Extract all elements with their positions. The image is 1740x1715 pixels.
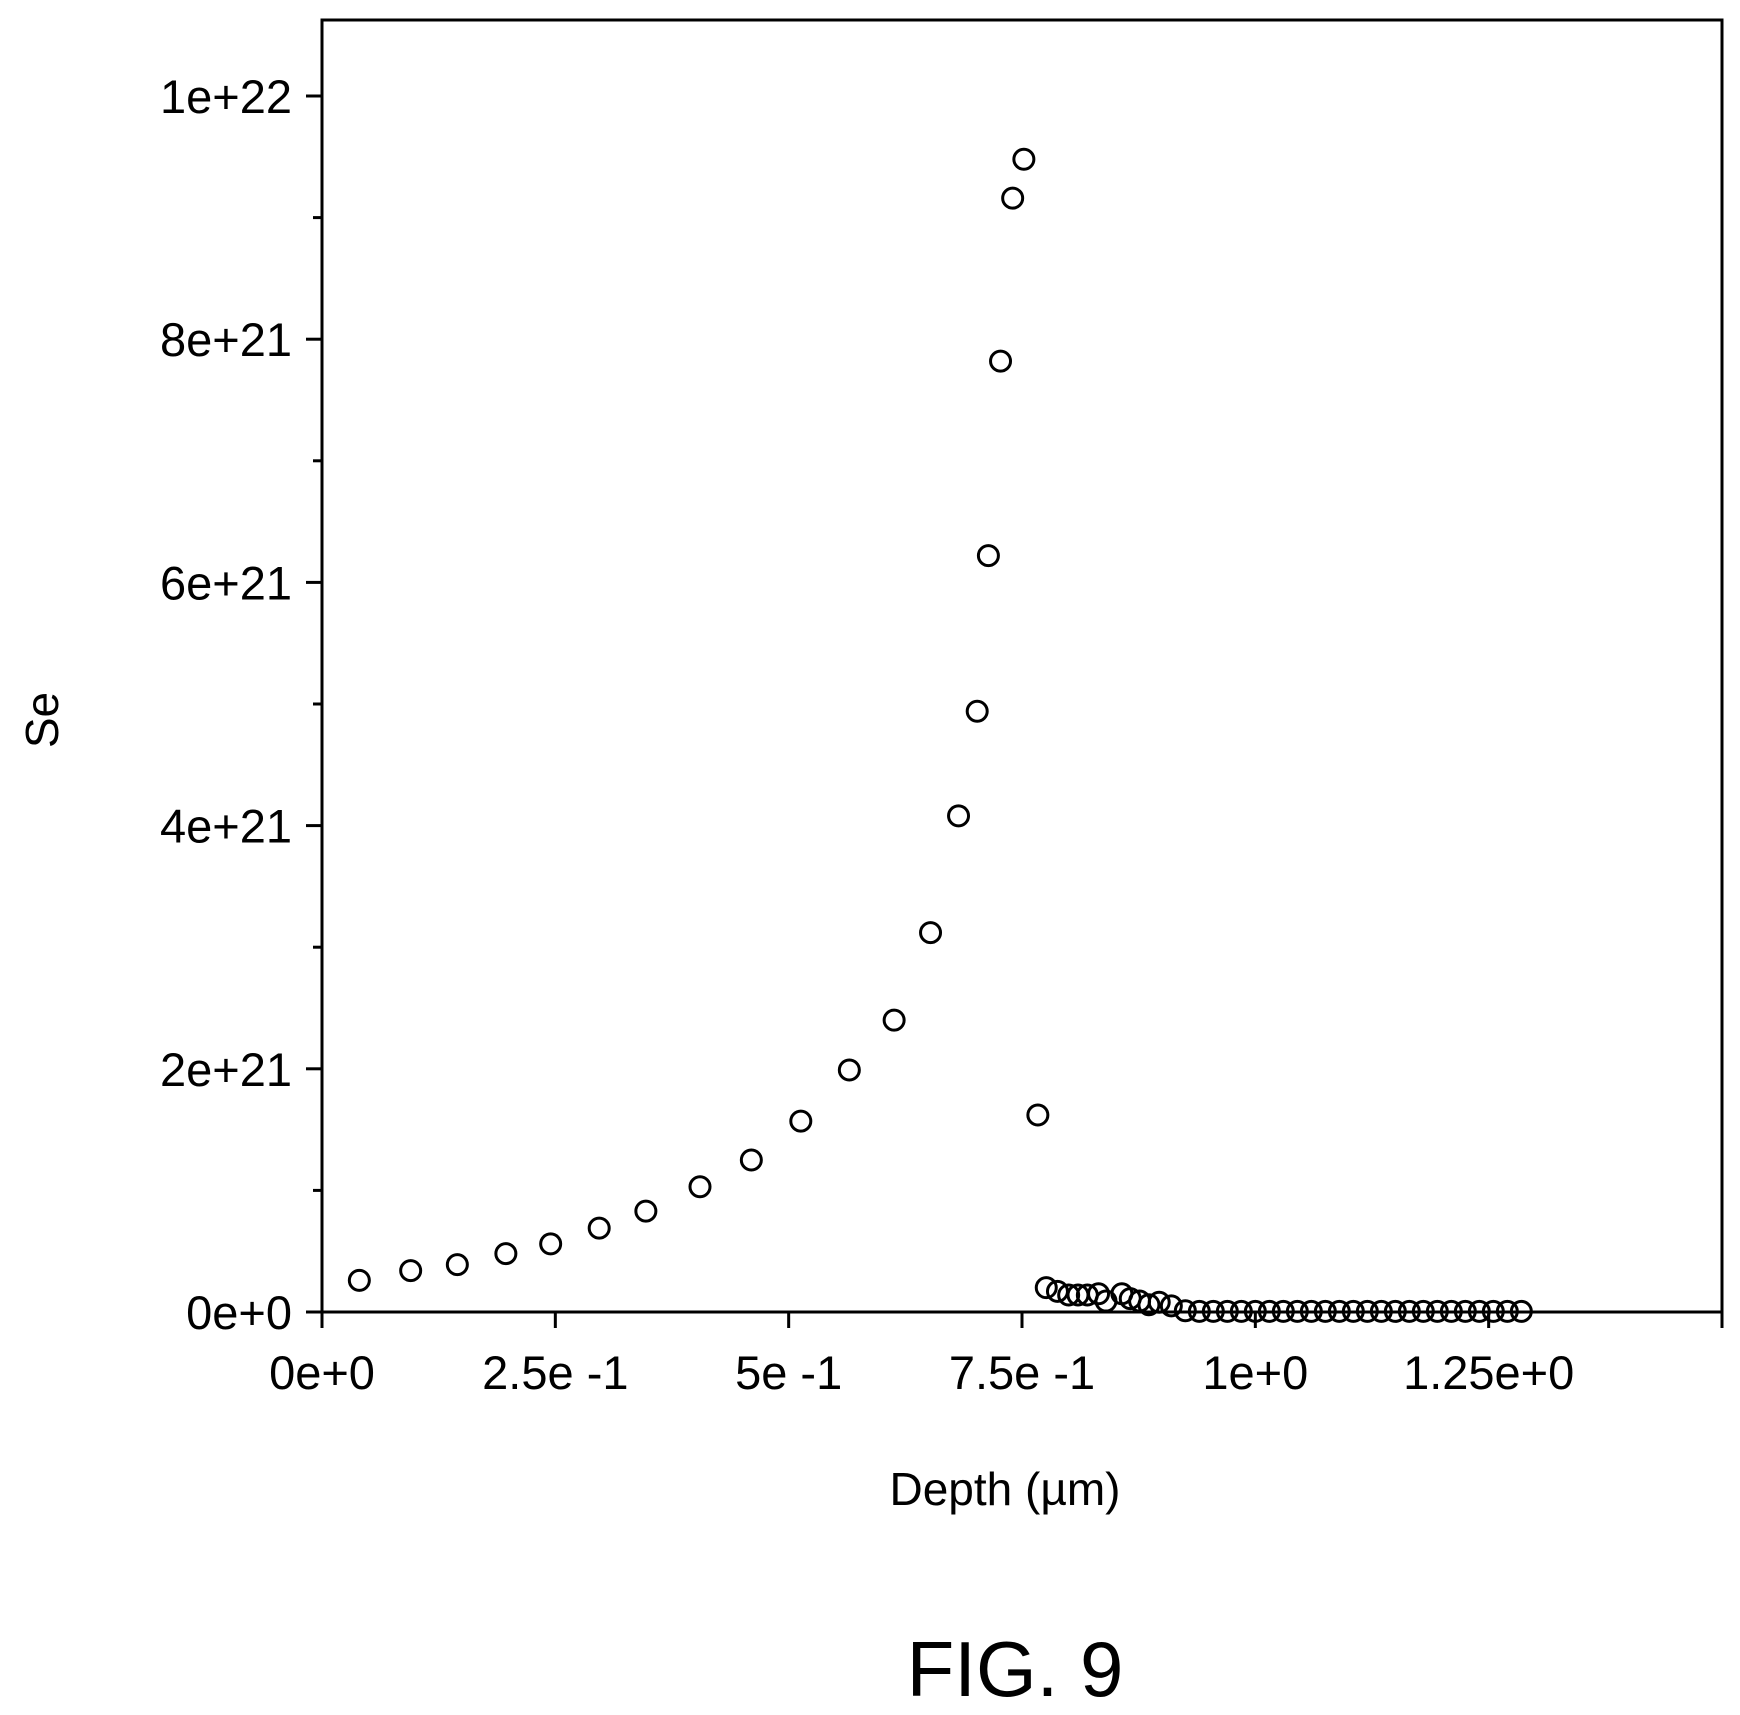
data-point [1411,1299,1435,1323]
data-point [587,1216,611,1240]
data-point [739,1148,763,1172]
data-point [634,1199,658,1223]
data-point [1087,1282,1111,1306]
data-point [1187,1299,1211,1323]
figure-caption: FIG. 9 [907,1625,1124,1713]
data-point [1147,1290,1171,1314]
data-point [445,1253,469,1277]
data-point [1243,1299,1267,1323]
y-tick-label: 0e+0 [186,1286,292,1339]
x-tick-label: 5e -1 [735,1346,842,1399]
data-point [1001,186,1025,210]
data-point [1034,1276,1058,1300]
data-point [494,1242,518,1266]
data-point [1299,1299,1323,1323]
data-point [1341,1299,1365,1323]
data-point [789,1109,813,1133]
data-point [1383,1299,1407,1323]
data-point [1257,1299,1281,1323]
data-point [688,1175,712,1199]
data-point [1467,1299,1491,1323]
x-tick-label: 2.5e -1 [482,1346,628,1399]
y-tick-label: 2e+21 [160,1043,292,1096]
data-point [1229,1299,1253,1323]
y-tick-label: 1e+22 [160,70,292,123]
data-point [1355,1299,1379,1323]
data-point [1397,1299,1421,1323]
data-point [1327,1299,1351,1323]
data-point [1509,1299,1533,1323]
data-point [399,1259,423,1283]
data-point [989,349,1013,373]
x-axis: 0e+0 2.5e -1 5e -1 7.5e -1 1e+0 1.25e+0 [269,1312,1724,1399]
data-point [882,1008,906,1032]
data-point [1271,1299,1295,1323]
data-point [1137,1293,1161,1317]
data-point [1215,1299,1239,1323]
data-point [347,1268,371,1292]
y-axis-title: Se [16,692,68,748]
data-point [539,1232,563,1256]
data-point [1495,1299,1519,1323]
x-tick-label: 1.25e+0 [1403,1346,1574,1399]
data-point [1159,1294,1183,1318]
x-tick-label: 1e+0 [1202,1346,1308,1399]
y-axis: 0e+0 2e+21 4e+21 6e+21 8e+21 1e+22 [160,70,322,1339]
y-tick-label: 6e+21 [160,556,292,609]
data-point [1369,1299,1393,1323]
y-tick-label: 8e+21 [160,313,292,366]
data-point [1026,1103,1050,1127]
data-point [919,921,943,945]
plot-frame [320,18,1724,1314]
y-tick-label: 4e+21 [160,800,292,853]
data-point [1439,1299,1463,1323]
data-point [1201,1299,1225,1323]
data-point [976,544,1000,568]
data-point [1481,1299,1505,1323]
data-point [1425,1299,1449,1323]
data-point [965,699,989,723]
data-points [347,147,1533,1323]
data-point [947,804,971,828]
x-tick-label: 7.5e -1 [949,1346,1095,1399]
data-point [1285,1299,1309,1323]
data-point [1453,1299,1477,1323]
x-axis-title: Depth (µm) [890,1463,1121,1515]
data-point [1173,1299,1197,1323]
x-tick-label: 0e+0 [269,1346,375,1399]
data-point [1313,1299,1337,1323]
data-point [1012,147,1036,171]
data-point [837,1058,861,1082]
